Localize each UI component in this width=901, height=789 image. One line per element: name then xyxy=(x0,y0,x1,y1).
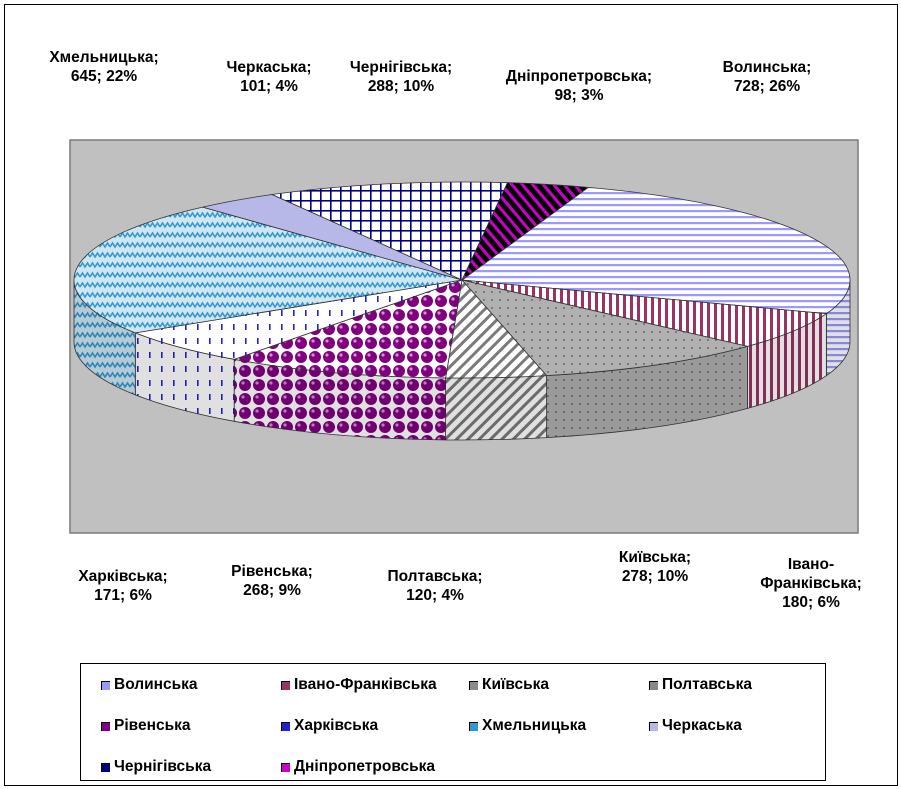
pie-side-shading xyxy=(74,280,850,440)
data-label-дніпропетровська: Дніпропетровська; 98; 3% xyxy=(494,67,664,105)
legend-swatch xyxy=(649,721,658,731)
legend-item-київська: Київська xyxy=(469,676,549,694)
data-label-name: Київська; xyxy=(618,549,692,566)
data-label-value: 120; 4% xyxy=(406,587,464,604)
chart-area-border xyxy=(4,4,898,786)
legend-item-дніпропетровська: Дніпропетровська xyxy=(281,758,435,776)
legend-item-чернігівська: Чернігівська xyxy=(101,758,211,776)
data-label-value: 180; 6% xyxy=(782,594,840,611)
data-label-рівенська: Рівенська; 268; 9% xyxy=(187,562,357,600)
legend-label: Дніпропетровська xyxy=(294,758,435,775)
legend-swatch xyxy=(281,721,290,731)
data-label-івано-франківська: Івано- Франківська; 180; 6% xyxy=(726,555,896,612)
data-label-value: 171; 6% xyxy=(94,587,152,604)
data-label-полтавська: Полтавська; 120; 4% xyxy=(350,567,520,605)
data-label-name: Рівенська; xyxy=(231,563,313,580)
legend-item-харківська: Харківська xyxy=(281,717,378,735)
legend-swatch xyxy=(469,680,478,690)
data-label-name: Івано- Франківська; xyxy=(760,556,862,592)
legend-label: Рівенська xyxy=(114,717,191,734)
pie-slice-дніпропетровська xyxy=(461,182,590,281)
data-label-value: 728; 26% xyxy=(733,78,801,95)
data-label-value: 278; 10% xyxy=(621,568,689,585)
data-label-name: Харківська; xyxy=(78,568,168,585)
legend-swatch xyxy=(101,680,110,690)
legend-item-черкаська: Черкаська xyxy=(649,717,742,735)
pie-slice-рівенська xyxy=(232,279,463,379)
legend-item-івано-франківська: Івано-Франківська xyxy=(281,676,437,694)
legend-label: Київська xyxy=(482,676,550,693)
data-label-чернігівська: Чернігівська; 288; 10% xyxy=(316,58,486,96)
legend-label: Волинська xyxy=(114,676,198,693)
data-label-value: 268; 9% xyxy=(243,582,301,599)
legend-swatch xyxy=(281,762,290,772)
legend-label: Івано-Франківська xyxy=(294,676,437,693)
data-label-name: Хмельницька; xyxy=(49,49,159,66)
data-label-name: Черкаська; xyxy=(226,59,312,76)
legend-label: Полтавська xyxy=(662,676,752,693)
legend-item-полтавська: Полтавська xyxy=(649,676,752,694)
data-label-value: 645; 22% xyxy=(70,68,138,85)
pie-slice-хмельницька xyxy=(73,206,463,334)
legend-swatch xyxy=(281,680,290,690)
pie-slice-чернігівська xyxy=(270,181,509,281)
data-label-name: Полтавська; xyxy=(387,568,483,585)
data-label-черкаська: Черкаська; 101; 4% xyxy=(184,58,354,96)
data-label-value: 288; 10% xyxy=(367,78,435,95)
legend-label: Хмельницька xyxy=(482,717,587,734)
legend-swatch xyxy=(649,680,658,690)
legend-swatch xyxy=(101,721,110,731)
pie-slice-київська xyxy=(460,279,748,377)
legend-label: Чернігівська xyxy=(114,758,212,775)
data-label-value: 101; 4% xyxy=(240,78,298,95)
data-label-name: Чернігівська; xyxy=(349,59,453,76)
pie-slice-івано-франківська xyxy=(461,279,828,347)
pie-slice-харківська xyxy=(133,279,463,360)
legend-swatch xyxy=(101,762,110,772)
data-label-name: Дніпропетровська; xyxy=(505,68,653,85)
legend-item-рівенська: Рівенська xyxy=(101,717,190,735)
pie-top xyxy=(73,181,851,379)
data-label-name: Волинська; xyxy=(722,59,812,76)
pie-sides xyxy=(73,279,851,441)
data-label-харківська: Харківська; 171; 6% xyxy=(38,567,208,605)
legend-item-хмельницька: Хмельницька xyxy=(469,717,586,735)
legend-item-волинська: Волинська xyxy=(101,676,198,694)
legend-label: Харківська xyxy=(294,717,379,734)
pie-slice-волинська xyxy=(460,186,851,315)
data-label-волинська: Волинська; 728; 26% xyxy=(682,58,852,96)
data-label-value: 98; 3% xyxy=(554,87,604,104)
legend: Волинська Івано-Франківська Київська Полтав… xyxy=(80,663,826,781)
data-label-хмельницька: Хмельницька; 645; 22% xyxy=(19,48,189,86)
legend-label: Черкаська xyxy=(662,717,742,734)
data-label-київська: Київська; 278; 10% xyxy=(570,548,740,586)
legend-swatch xyxy=(469,721,478,731)
